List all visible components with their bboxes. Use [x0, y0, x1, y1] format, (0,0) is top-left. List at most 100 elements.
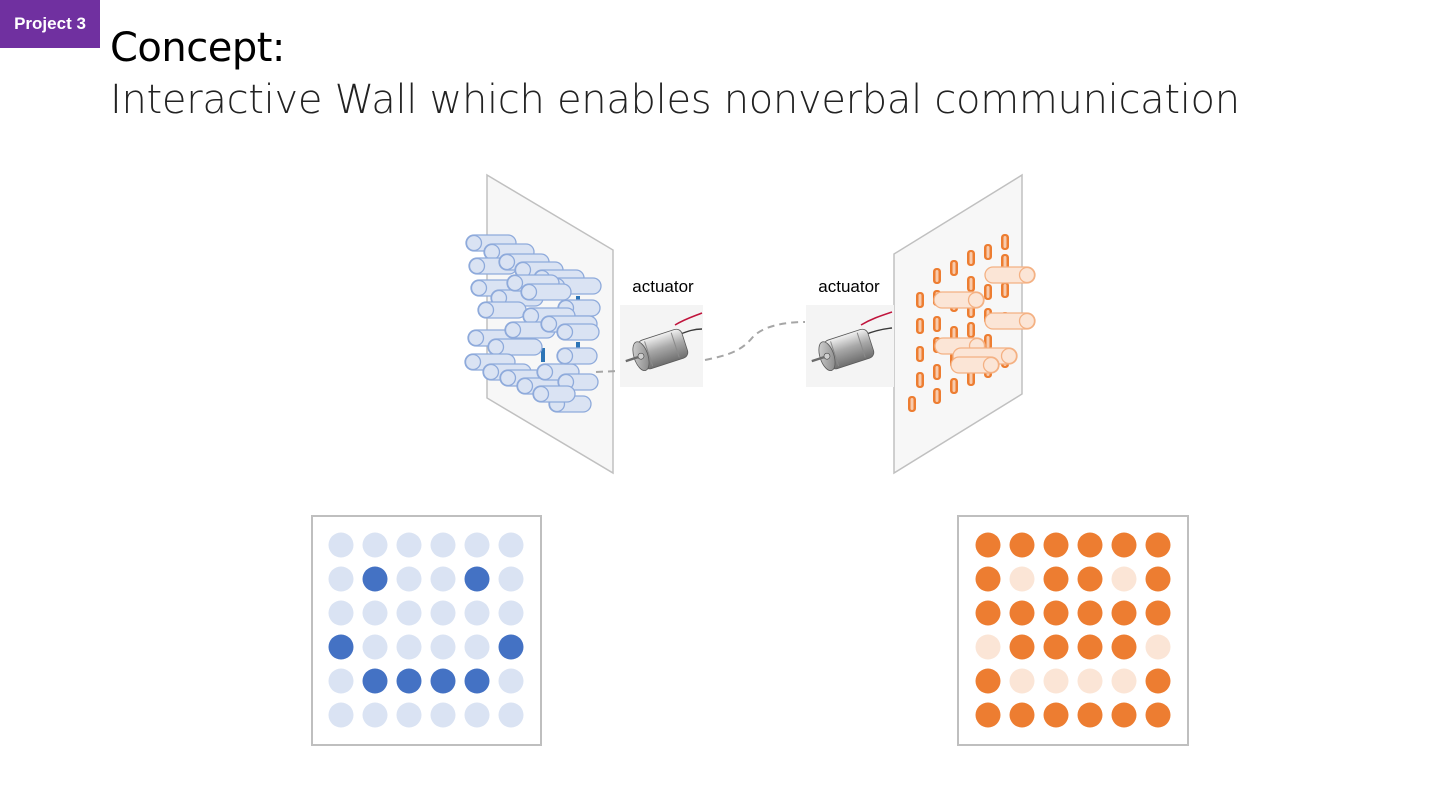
- left-matrix-dot-active: [396, 668, 422, 694]
- pin-socket: [916, 346, 924, 362]
- pin-cap: [556, 347, 574, 365]
- right-matrix-dot-active: [1043, 600, 1069, 626]
- right-matrix-dot-inactive: [1009, 668, 1035, 694]
- right-matrix-dot-active: [1111, 702, 1137, 728]
- pin-socket: [950, 260, 958, 276]
- left-matrix-dot-active: [464, 668, 490, 694]
- pin-socket: [916, 318, 924, 334]
- pin-cap: [536, 363, 554, 381]
- right-dot-matrix: [975, 532, 1171, 728]
- right-matrix-dot-active: [975, 702, 1001, 728]
- pin-socket: [916, 372, 924, 388]
- pin-cap: [499, 369, 517, 387]
- left-matrix-dot-inactive: [328, 566, 354, 592]
- pin-cap: [467, 329, 485, 347]
- left-matrix-dot-inactive: [362, 600, 388, 626]
- pin-cap: [468, 257, 486, 275]
- pin-cap: [465, 234, 483, 252]
- right-matrix-dot-active: [1145, 532, 1171, 558]
- dc-motor-icon: [806, 305, 894, 387]
- right-matrix-dot-active: [1009, 702, 1035, 728]
- pin-socket: [984, 244, 992, 260]
- left-matrix-dot-inactive: [396, 634, 422, 660]
- left-matrix-dot-active: [328, 634, 354, 660]
- left-matrix-dot-inactive: [498, 600, 524, 626]
- right-matrix-dot-active: [1043, 566, 1069, 592]
- pin-socket: [933, 316, 941, 332]
- pin-socket: [541, 348, 545, 362]
- right-matrix-dot-active: [1145, 566, 1171, 592]
- left-matrix-dot-inactive: [430, 600, 456, 626]
- pin-socket: [1001, 282, 1009, 298]
- left-matrix-dot-inactive: [362, 702, 388, 728]
- left-matrix-dot-active: [464, 566, 490, 592]
- right-matrix-dot-active: [1077, 702, 1103, 728]
- actuator-label-left: actuator: [632, 277, 694, 296]
- left-dot-matrix: [328, 532, 524, 728]
- project-badge: Project 3: [0, 0, 100, 48]
- left-matrix-dot-inactive: [362, 634, 388, 660]
- pin-cap: [470, 279, 488, 297]
- left-matrix-dot-active: [362, 566, 388, 592]
- right-matrix-dot-active: [975, 566, 1001, 592]
- left-matrix-dot-inactive: [498, 702, 524, 728]
- pin-socket: [967, 322, 975, 338]
- right-matrix-dot-active: [1043, 634, 1069, 660]
- left-matrix-dot-active: [362, 668, 388, 694]
- pin-cap: [520, 283, 538, 301]
- left-matrix-dot-inactive: [396, 566, 422, 592]
- pin-cap: [556, 323, 574, 341]
- left-matrix-dot-inactive: [430, 532, 456, 558]
- left-wall-pins: [464, 234, 602, 413]
- left-matrix-dot-inactive: [328, 600, 354, 626]
- connection-line: [595, 321, 806, 373]
- right-wall-pins: [908, 234, 1036, 412]
- right-matrix-dot-active: [1043, 702, 1069, 728]
- left-matrix-dot-active: [430, 668, 456, 694]
- pin-cap: [504, 321, 522, 339]
- left-matrix-dot-inactive: [396, 600, 422, 626]
- right-matrix-dot-active: [1111, 634, 1137, 660]
- right-matrix-dot-active: [975, 668, 1001, 694]
- pin-socket: [967, 370, 975, 386]
- right-matrix-dot-active: [1111, 532, 1137, 558]
- pin-cap: [498, 253, 516, 271]
- left-matrix-dot-inactive: [498, 668, 524, 694]
- slide-title: Concept:: [110, 25, 285, 71]
- left-matrix-dot-inactive: [464, 702, 490, 728]
- pin-cap: [1018, 266, 1036, 284]
- pin-cap: [487, 338, 505, 356]
- slide-subtitle: Interactive Wall which enables nonverbal…: [110, 77, 1240, 123]
- left-matrix-dot-inactive: [430, 634, 456, 660]
- pin-cap: [967, 291, 985, 309]
- pin-cap: [464, 353, 482, 371]
- pin-socket: [984, 284, 992, 300]
- pin-cap: [522, 307, 540, 325]
- left-matrix-dot-inactive: [396, 532, 422, 558]
- pin-socket: [1001, 254, 1009, 270]
- pin-cap: [982, 356, 1000, 374]
- right-matrix-dot-inactive: [975, 634, 1001, 660]
- pin-cap: [1000, 347, 1018, 365]
- pin-socket: [967, 276, 975, 292]
- pin-socket: [967, 250, 975, 266]
- right-matrix-dot-active: [1009, 532, 1035, 558]
- pin-socket: [933, 364, 941, 380]
- right-matrix-dot-active: [975, 600, 1001, 626]
- left-matrix-dot-inactive: [396, 702, 422, 728]
- right-matrix-dot-active: [1009, 600, 1035, 626]
- pin-socket: [916, 292, 924, 308]
- left-matrix-dot-inactive: [328, 532, 354, 558]
- pin-socket: [1001, 234, 1009, 250]
- right-matrix-dot-active: [1077, 600, 1103, 626]
- left-matrix-dot-inactive: [430, 566, 456, 592]
- left-matrix-dot-inactive: [328, 702, 354, 728]
- right-matrix-dot-active: [1077, 566, 1103, 592]
- right-matrix-dot-active: [1043, 532, 1069, 558]
- right-matrix-dot-active: [1077, 532, 1103, 558]
- right-matrix-dot-inactive: [1009, 566, 1035, 592]
- left-matrix-dot-inactive: [464, 600, 490, 626]
- left-matrix-dot-inactive: [498, 532, 524, 558]
- pin-socket: [933, 388, 941, 404]
